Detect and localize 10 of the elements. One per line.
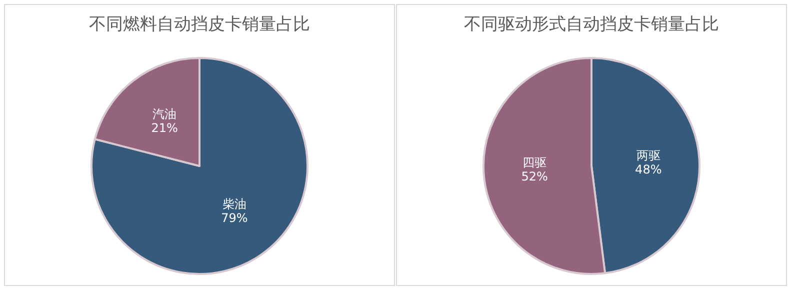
data-label: 52% (521, 170, 548, 184)
slice-label: 四驱 (522, 156, 547, 170)
chart-title: 不同燃料自动挡皮卡销量占比 (89, 14, 310, 34)
data-label: 21% (151, 120, 178, 135)
slice-label: 两驱 (636, 148, 660, 162)
data-label: 48% (635, 162, 662, 176)
chart-title: 不同驱动形式自动挡皮卡销量占比 (464, 14, 719, 34)
slice-label: 柴油 (222, 197, 246, 212)
slice-label: 汽油 (152, 106, 177, 121)
data-label: 79% (221, 211, 248, 226)
